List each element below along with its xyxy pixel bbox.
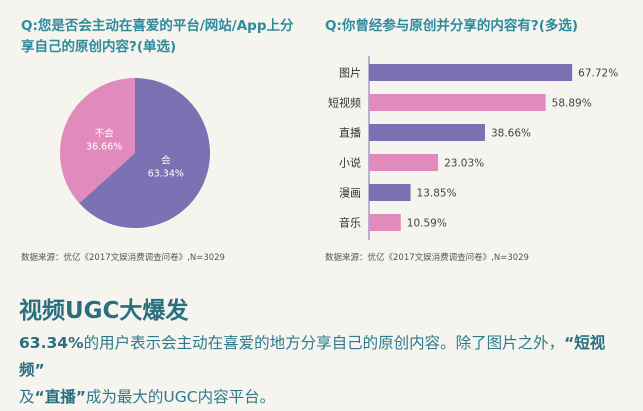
bar-5 xyxy=(369,214,401,231)
bar-value-label: 23.03% xyxy=(444,158,484,170)
bar-category-label: 音乐 xyxy=(339,216,361,230)
bar-value-label: 10.59% xyxy=(407,218,447,230)
bar-value-label: 13.85% xyxy=(417,188,457,200)
pie-slice-label: 不会 xyxy=(95,127,115,139)
bar-category-label: 漫画 xyxy=(339,186,361,200)
pie-slice-1 xyxy=(60,78,135,204)
pie-source-note: 数据来源：优亿《2017文娱消费调查问卷》,N=3029 xyxy=(21,253,225,263)
headline: 视频UGC大爆发 xyxy=(19,298,189,324)
summary-highlight-short-video: “短视频” xyxy=(19,334,606,379)
bar-category-label: 直播 xyxy=(339,126,361,140)
pie-chart: 会 63.34% 不会 36.66% xyxy=(60,78,211,228)
summary-highlight-live: “直播” xyxy=(34,388,86,406)
summary-text: 63.34%的用户表示会主动在喜爱的地方分享自己的原创内容。除了图片之外，“短视… xyxy=(19,330,629,411)
bar-value-label: 67.72% xyxy=(578,68,618,80)
bar-0 xyxy=(369,64,573,81)
bar-chart-title: Q:你曾经参与原创并分享的内容有?(多选) xyxy=(325,18,579,34)
bar-category-label: 短视频 xyxy=(328,96,361,110)
bar-category-label: 小说 xyxy=(339,156,361,170)
summary-part: 成为最大的UGC内容平台。 xyxy=(85,388,276,406)
bar-chart: 图片 67.72% 短视频 58.89% 直播 38.66% 小说 23.03% 漫画 13.85… xyxy=(328,56,618,240)
bar-source-note: 数据来源：优亿《2017文娱消费调查问卷》,N=3029 xyxy=(325,253,529,263)
bar-category-label: 图片 xyxy=(339,67,361,80)
pie-chart-title: Q:您是否会主动在喜爱的平台/网站/App上分享自己的原创内容?(单选) xyxy=(21,18,294,55)
pie-slice-label: 会 xyxy=(161,155,171,167)
pie-slice-0 xyxy=(79,78,211,228)
bar-value-label: 58.89% xyxy=(552,98,592,110)
bar-3 xyxy=(369,154,439,171)
pie-slice-value: 36.66% xyxy=(86,141,122,152)
bar-4 xyxy=(369,184,411,201)
summary-part: 及 xyxy=(19,388,35,406)
bar-1 xyxy=(369,94,546,111)
bar-value-label: 38.66% xyxy=(491,128,531,140)
pie-slice-value: 63.34% xyxy=(148,169,184,180)
summary-highlight-percent: 63.34% xyxy=(19,334,84,352)
bar-2 xyxy=(369,124,485,141)
summary-part: 的用户表示会主动在喜爱的地方分享自己的原创内容。除了图片之外， xyxy=(83,334,565,352)
